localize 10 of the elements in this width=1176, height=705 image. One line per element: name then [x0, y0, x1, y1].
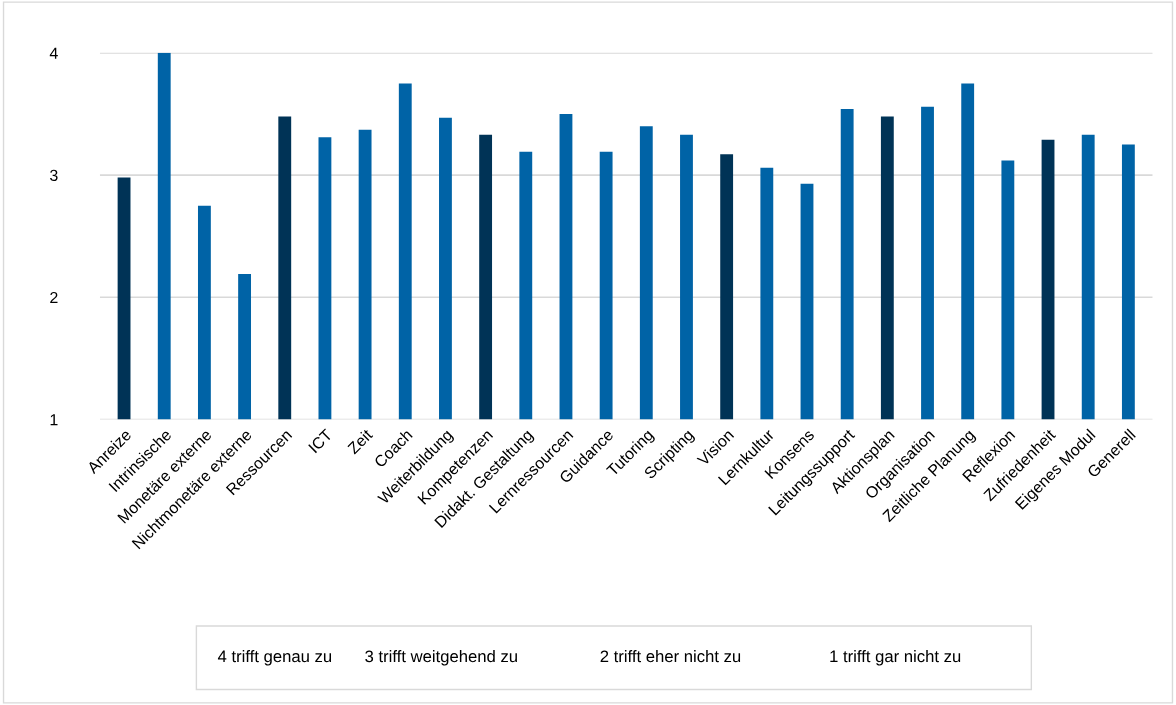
y-tick-label: 3: [50, 169, 58, 182]
text: 2 trifft eher nicht zu: [600, 650, 741, 663]
text: 3 trifft weitgehend zu: [365, 650, 517, 666]
text: 4 trifft genau zu: [217, 650, 332, 666]
x-tick-label: ICT: [308, 428, 333, 454]
text: 1 trifft gar nicht zu: [830, 650, 961, 666]
y-tick-label: 2: [50, 291, 58, 304]
y-tick-label: 4: [49, 47, 58, 59]
x-tick-label: Zeit: [346, 427, 374, 455]
y-tick-label: 1: [50, 414, 58, 426]
